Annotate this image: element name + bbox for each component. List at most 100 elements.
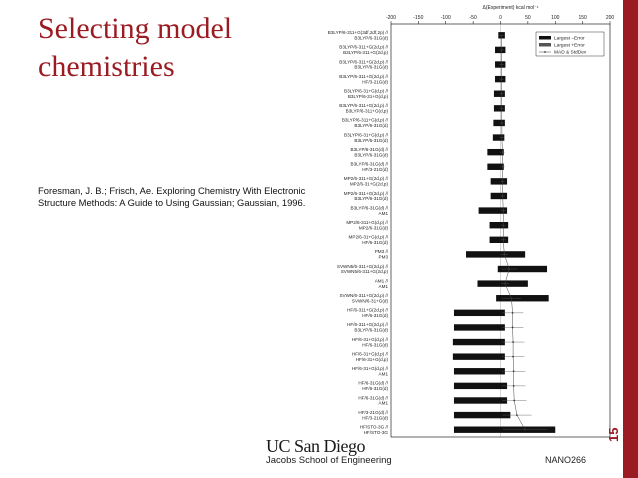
legend-swatch <box>539 43 551 47</box>
error-bar <box>453 309 505 317</box>
row-label: SVWN/6-31+G(d) <box>352 298 389 303</box>
row-label: B3LYP/6-31G(d) // <box>351 162 389 167</box>
title-line-1: Selecting model <box>38 12 233 45</box>
slide-title: Selecting model chemistries <box>38 10 268 86</box>
row-label: PM3 // <box>375 249 389 254</box>
error-bar <box>466 251 526 258</box>
row-label: B3LYP/6-31G(d) <box>354 152 388 157</box>
row-label: HF/6-31G(d) // <box>358 395 388 400</box>
row-label: AM1 <box>379 371 389 376</box>
page-number: 15 <box>606 427 621 442</box>
row-label: B3LYP/6-31G(d) <box>354 328 388 333</box>
row-label: B3LYP/6-31G(d) <box>354 196 388 201</box>
row-label: MP2/6-311+G(d,p) // <box>346 220 388 225</box>
x-tick-label: -100 <box>441 15 451 21</box>
x-tick-label: -150 <box>413 15 423 21</box>
row-label: AM1 <box>379 211 389 216</box>
logo-sub-text: Jacobs School of Engineering <box>266 455 392 466</box>
row-label: SVWN5/6-311+G(2d,p) <box>341 269 389 274</box>
row-label: AM1 <box>379 401 389 406</box>
legend-entry: Largest –Error <box>554 36 585 42</box>
error-bar <box>492 134 505 141</box>
row-label: B3LYP/6-311+G(3df,2df,2p) // <box>328 30 389 35</box>
row-label: HF/3-21G(d) <box>362 79 388 84</box>
row-label: B3LYP/6-311+G(2d,p) // <box>339 45 388 50</box>
row-label: B3LYP/6-31G(d) <box>354 65 388 70</box>
row-label: MP2/6-31G(d) <box>359 225 389 230</box>
x-tick-label: -50 <box>470 15 477 21</box>
error-bar <box>453 411 511 419</box>
row-label: HF/6-31G(d) <box>362 386 388 391</box>
row-label: B3LYP/6-311+G(2d,p) // <box>339 74 388 79</box>
error-bar <box>489 221 509 229</box>
row-label: HF/6-31G(d) <box>362 240 388 245</box>
error-bar <box>490 178 508 185</box>
error-bar <box>453 397 508 404</box>
error-bar <box>487 148 504 156</box>
error-bar <box>490 192 508 200</box>
error-bar <box>487 163 504 170</box>
row-label: B3LYP/6-31+G(d,p) <box>348 94 389 99</box>
row-label: HF/6-31G(d) <box>362 342 388 347</box>
legend-marker <box>544 51 546 53</box>
row-label: HF/6-311+G(2d,p) // <box>347 308 389 313</box>
row-label: HF/6-31+G(d,p) // <box>352 366 389 371</box>
error-bar <box>493 119 505 127</box>
x-tick-label: -200 <box>386 15 396 21</box>
error-bar <box>452 338 505 346</box>
x-tick-label: 150 <box>578 15 587 21</box>
title-line-2: chemistries <box>38 50 175 83</box>
row-label: SVWN5/6-311+G(2d,p) // <box>337 264 389 269</box>
row-label: HF/STO-3G // <box>360 424 389 429</box>
row-label: B3LYP/6-31G(d) <box>354 36 388 41</box>
citation-text: Foresman, J. B.; Frisch, Ae. Exploring C… <box>38 185 306 208</box>
error-bar <box>497 265 548 273</box>
ucsd-logo: UC San Diego Jacobs School of Engineerin… <box>266 437 392 467</box>
x-tick-label: 100 <box>551 15 560 21</box>
row-label: B3LYP/6-31G(d) // <box>351 147 389 152</box>
row-label: MP2/6-31+G(2d,p) <box>350 182 389 187</box>
row-label: HF/3-21G(d) <box>362 167 388 172</box>
accent-bar <box>623 0 638 478</box>
row-label: AM1 // <box>375 278 389 283</box>
row-label: HF/3-21G(d) <box>362 415 388 420</box>
error-bar <box>496 295 549 302</box>
legend-swatch <box>539 36 551 40</box>
row-label: HF/6-31+G(d,p) // <box>352 337 389 342</box>
error-bar <box>453 368 505 375</box>
error-bar <box>452 353 505 360</box>
row-label: B3LYP/6-31+G(d,p) // <box>344 132 389 137</box>
row-label: B3LYP/6-311+G(d,p) <box>346 109 389 114</box>
row-label: B3LYP/6-311+G(2d,p) <box>343 50 388 55</box>
row-label: B3LYP/6-31G(d) <box>354 138 388 143</box>
row-label: PM3 <box>379 255 389 260</box>
x-tick-label: 200 <box>606 15 615 21</box>
row-label: AM1 <box>379 284 389 289</box>
row-label: B3LYP/6-311+G(2d,p) // <box>339 59 388 64</box>
row-label: B3LYP/6-31+G(d,p) // <box>344 89 389 94</box>
row-label: HF/STO-3G <box>364 430 389 435</box>
x-tick-label: 50 <box>525 15 531 21</box>
legend-entry: Largest +Error <box>554 43 585 49</box>
row-label: HF/6-31G(d) <box>362 313 388 318</box>
row-label: HF/6-31+G(d,p) // <box>352 351 389 356</box>
error-bar <box>453 324 505 331</box>
row-label: HF/3-21G(d) // <box>358 410 388 415</box>
error-range-chart: Δ(Experiment) kcal mol⁻¹ -200 -150 -100 -50 0… <box>328 5 615 438</box>
legend-entry: MAD & StdDev <box>554 50 587 56</box>
row-label: HF/6-311+G(2d,p) // <box>347 322 389 327</box>
row-label: B3LYP/6-31G(d) <box>354 123 388 128</box>
row-label: B3LYP/6-311+G(2d,p) // <box>339 103 388 108</box>
row-label: B3LYP/6-311+G(d,p) // <box>342 118 389 123</box>
logo-main-text: UC San Diego <box>266 436 365 456</box>
row-label: HF/6-31+G(d,p) <box>356 357 389 362</box>
row-label: MP2/6-31+G(d,p) // <box>349 235 389 240</box>
row-label: B3LYP/6-31G(d) // <box>351 205 389 210</box>
error-bar <box>478 207 508 214</box>
error-bar <box>453 382 508 390</box>
mad-point <box>500 34 503 37</box>
row-label: MP2/6-311+G(2d,p) // <box>344 176 389 181</box>
row-label: SVWN/6-311+G(2d,p) // <box>339 293 388 298</box>
row-label: MP2/6-311+G(2d,p) // <box>344 191 389 196</box>
